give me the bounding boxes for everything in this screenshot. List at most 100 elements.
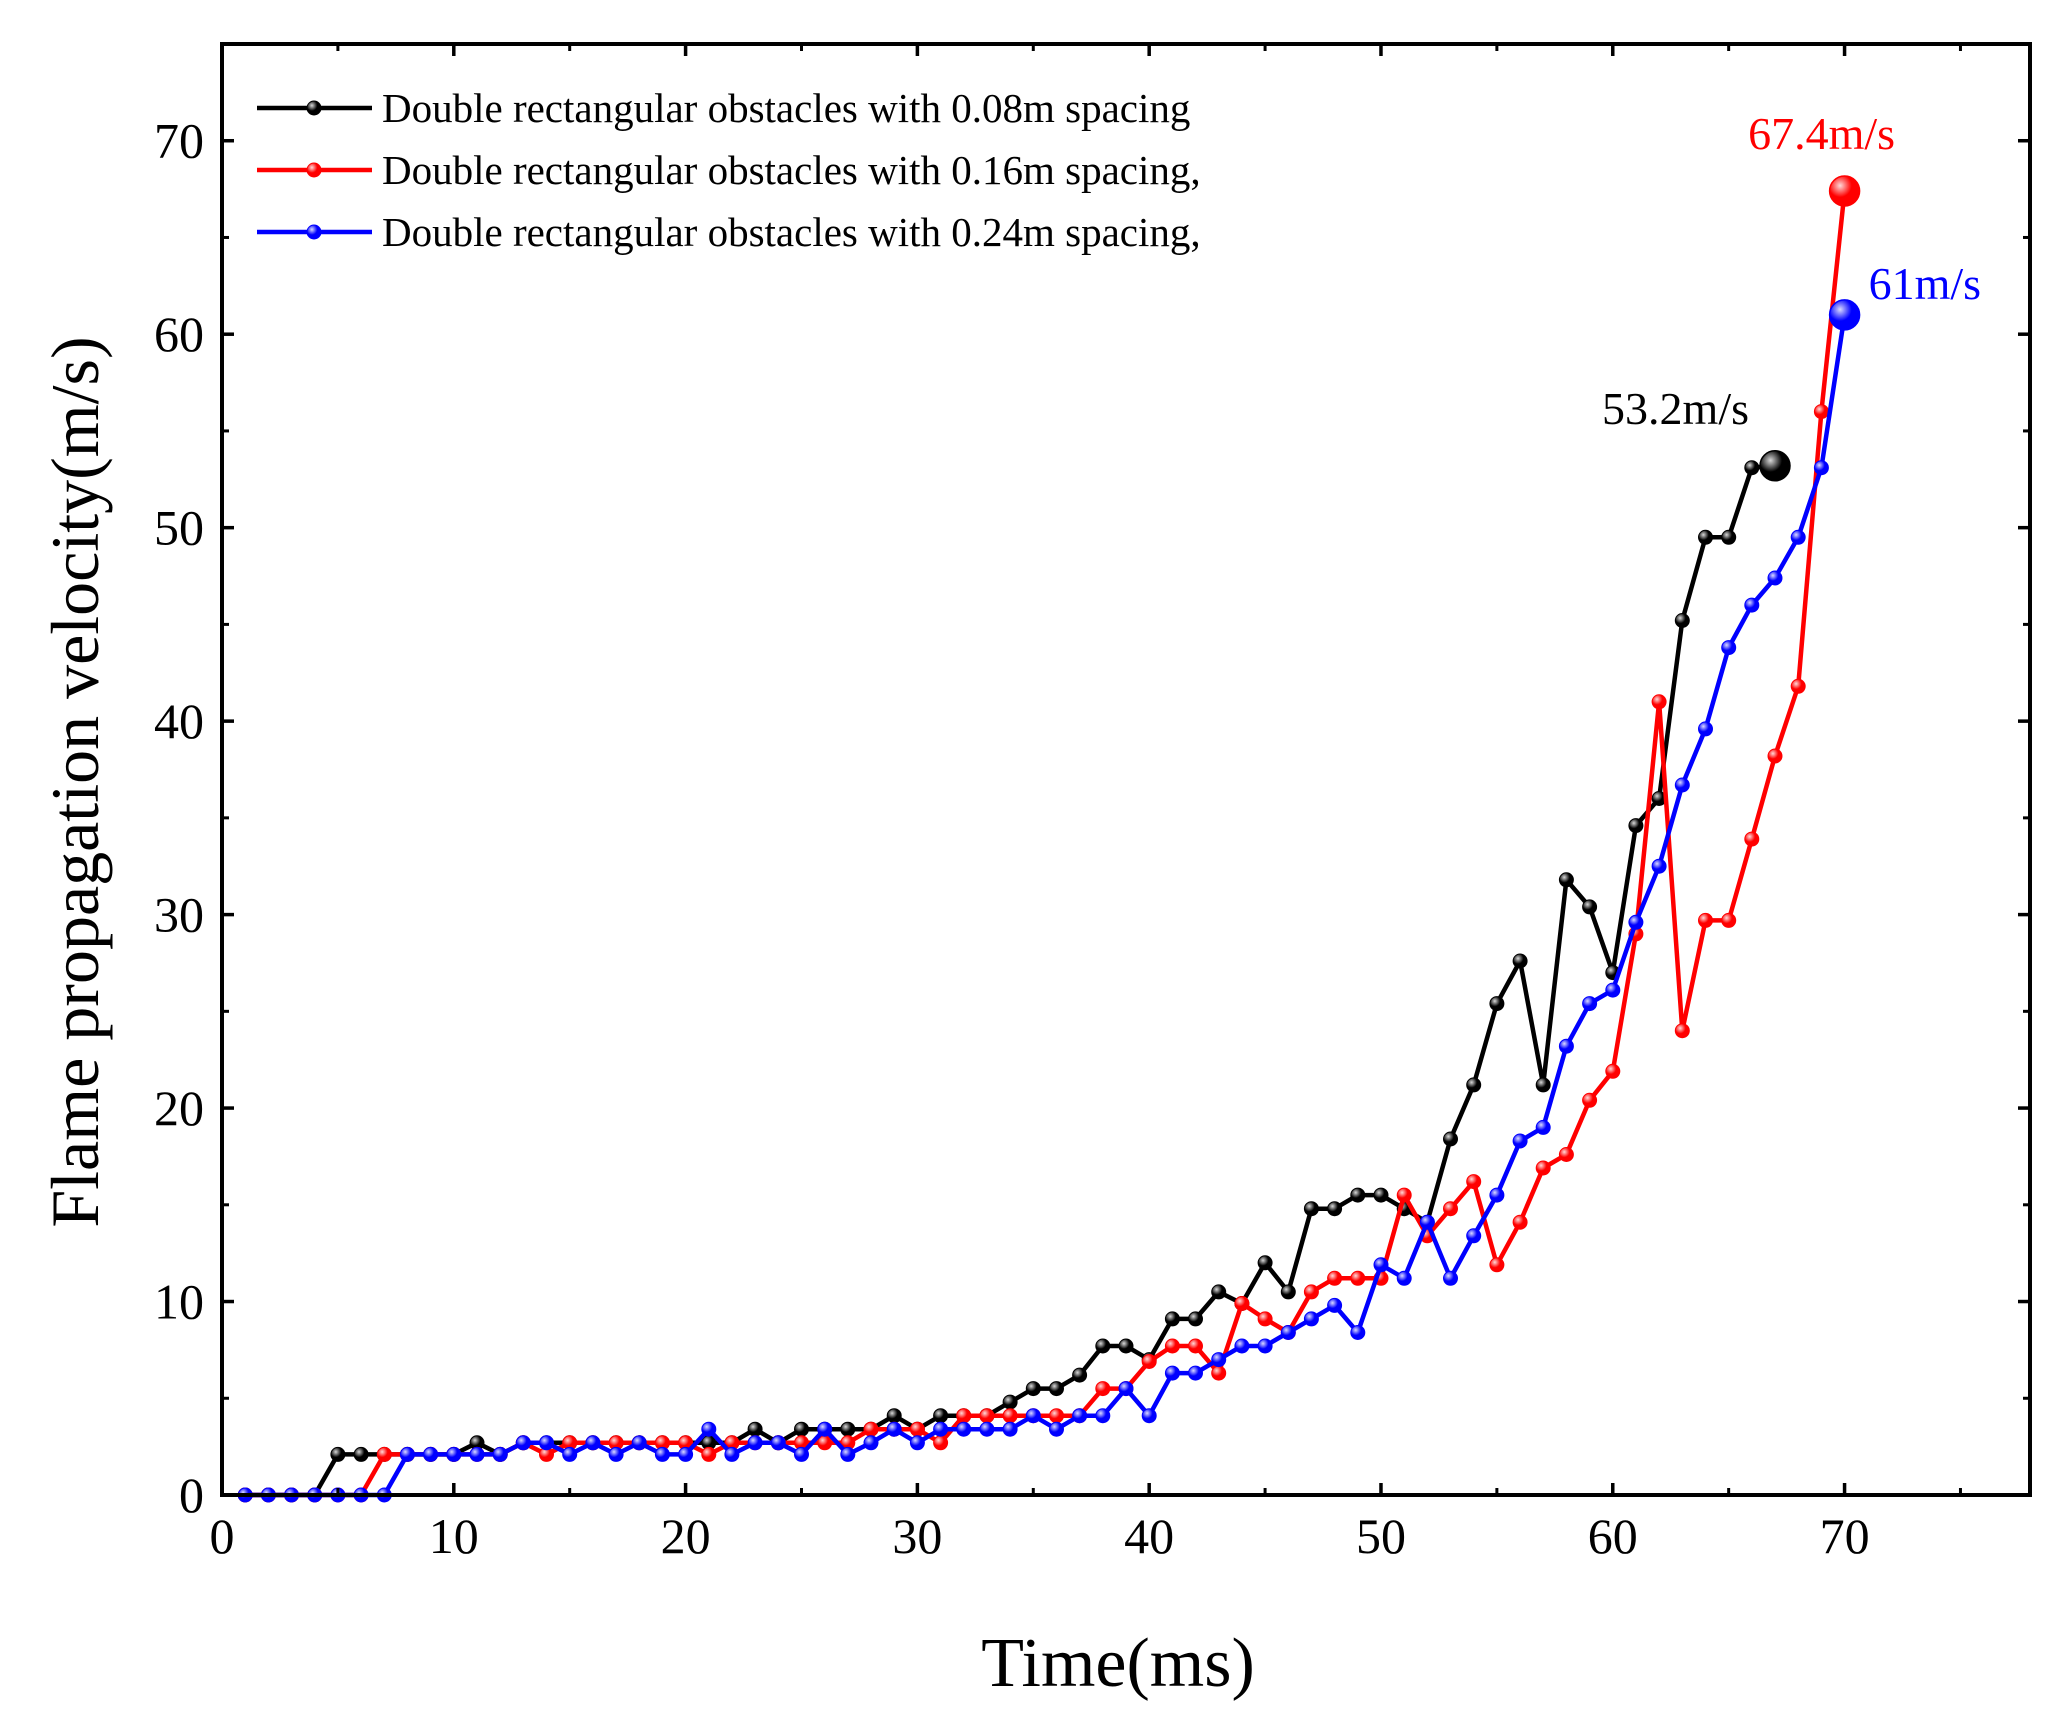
- series-1-point: [1628, 818, 1644, 834]
- series-3-point: [1141, 1408, 1157, 1424]
- series-1-point: [1327, 1201, 1343, 1217]
- x-tick-label: 20: [661, 1508, 711, 1564]
- series-3-point: [539, 1435, 554, 1451]
- series-3-point: [585, 1435, 601, 1451]
- series-2-point: [1651, 694, 1667, 710]
- series-2-point: [1443, 1201, 1458, 1217]
- series-1: [237, 450, 1791, 1503]
- series-1-point: [1698, 529, 1713, 545]
- y-tick-label: 20: [154, 1080, 204, 1136]
- series-3-point: [1813, 460, 1829, 476]
- series-3-point: [1373, 1257, 1389, 1273]
- series-1-point: [1095, 1338, 1111, 1354]
- legend-label: Double rectangular obstacles with 0.24m …: [382, 209, 1201, 255]
- series-1-point: [1443, 1131, 1458, 1147]
- series-2-point: [1095, 1381, 1111, 1397]
- y-tick-label: 60: [154, 306, 204, 362]
- series-1-point: [1118, 1338, 1134, 1354]
- series-2-point: [909, 1421, 925, 1437]
- series-2: [237, 175, 1861, 1503]
- series-3-point: [1489, 1187, 1505, 1203]
- axes-layer: 0 10 20 30 40 50 60 70 0 10 20 30 40 50 60 70: [154, 42, 2032, 1564]
- series-2-end-point: [1828, 175, 1861, 207]
- series-2-point: [1721, 912, 1737, 928]
- annotation-label: 67.4m/s: [1748, 108, 1895, 159]
- series-2-point: [817, 1435, 833, 1451]
- series-3-point: [1466, 1228, 1482, 1244]
- x-tick-label: 0: [210, 1508, 235, 1564]
- series-2-point: [1257, 1311, 1273, 1327]
- series-3-point: [1095, 1408, 1111, 1424]
- series-1-point: [1164, 1311, 1180, 1327]
- series-1-point: [1744, 460, 1760, 476]
- series-2-point: [1350, 1270, 1366, 1286]
- series-2-point: [1141, 1354, 1157, 1369]
- series-1-point: [1211, 1284, 1227, 1300]
- series-1-point: [747, 1421, 763, 1437]
- series-2-point: [1605, 1063, 1621, 1079]
- series-2-point: [956, 1408, 972, 1424]
- series-3-point: [1164, 1365, 1180, 1381]
- series-3-point: [1443, 1270, 1458, 1286]
- series-1-point: [353, 1446, 369, 1462]
- series-3-point: [678, 1446, 694, 1462]
- series-3-point: [1350, 1325, 1366, 1340]
- series-2-point: [1813, 404, 1829, 420]
- series-3-point: [747, 1435, 763, 1451]
- legend-marker: [306, 100, 322, 116]
- series-2-point: [1558, 1147, 1574, 1162]
- series-1-point: [1188, 1311, 1203, 1327]
- series-3-point: [1049, 1421, 1064, 1437]
- series-3-point: [1234, 1338, 1250, 1354]
- series-2-point: [1396, 1187, 1412, 1203]
- series-3-point: [492, 1446, 508, 1462]
- series-2-point: [701, 1446, 717, 1462]
- series-3-point: [1744, 597, 1760, 613]
- series-1-point: [1280, 1284, 1296, 1300]
- x-axis-label: Time(ms): [981, 1625, 1255, 1702]
- x-tick-label: 60: [1588, 1508, 1638, 1564]
- series-3-point: [1698, 721, 1713, 737]
- series-1-point: [1002, 1394, 1018, 1410]
- series-1-point: [886, 1408, 902, 1424]
- series-3-point: [1721, 640, 1737, 656]
- series-2-point: [1327, 1270, 1343, 1286]
- series-1-point: [330, 1446, 346, 1462]
- series-3-point: [631, 1435, 647, 1451]
- x-tick-label: 70: [1820, 1508, 1870, 1564]
- series-3-point: [794, 1446, 809, 1462]
- series-2-point: [1466, 1174, 1482, 1190]
- series-1-line: [242, 463, 1778, 1498]
- series-3-point: [1512, 1133, 1528, 1149]
- series-3-point: [446, 1446, 462, 1462]
- series-3-point: [1211, 1352, 1227, 1368]
- series-2-point: [863, 1421, 879, 1437]
- series-2-point: [1211, 1365, 1227, 1381]
- legend: Double rectangular obstacles with 0.08m …: [257, 85, 1201, 255]
- series-3-point: [1280, 1325, 1296, 1340]
- series-3-point: [1118, 1381, 1134, 1397]
- legend-entry-1: Double rectangular obstacles with 0.08m …: [257, 85, 1190, 131]
- y-tick-label: 40: [154, 693, 204, 749]
- series-3-point: [909, 1435, 925, 1451]
- plot-frame: [220, 42, 2032, 1497]
- series-2-point: [1744, 831, 1760, 847]
- series-2-point: [1582, 1092, 1598, 1108]
- series-3-line: [242, 312, 1847, 1498]
- series-1-point: [933, 1408, 949, 1424]
- series-3-point: [956, 1421, 972, 1437]
- legend-marker: [306, 162, 322, 178]
- legend-entry-2: Double rectangular obstacles with 0.16m …: [257, 147, 1201, 193]
- y-tick-label: 50: [154, 500, 204, 556]
- series-3-point: [1025, 1408, 1041, 1424]
- series-2-point: [1674, 1023, 1690, 1039]
- series-3-point: [1535, 1119, 1551, 1135]
- series-2-point: [376, 1446, 392, 1462]
- legend-marker: [306, 224, 322, 240]
- series-1-point: [840, 1421, 856, 1437]
- series-3-point: [724, 1446, 740, 1462]
- series-1-point: [1466, 1077, 1482, 1093]
- series-2-point: [1188, 1338, 1203, 1354]
- series-3-point: [1257, 1338, 1273, 1354]
